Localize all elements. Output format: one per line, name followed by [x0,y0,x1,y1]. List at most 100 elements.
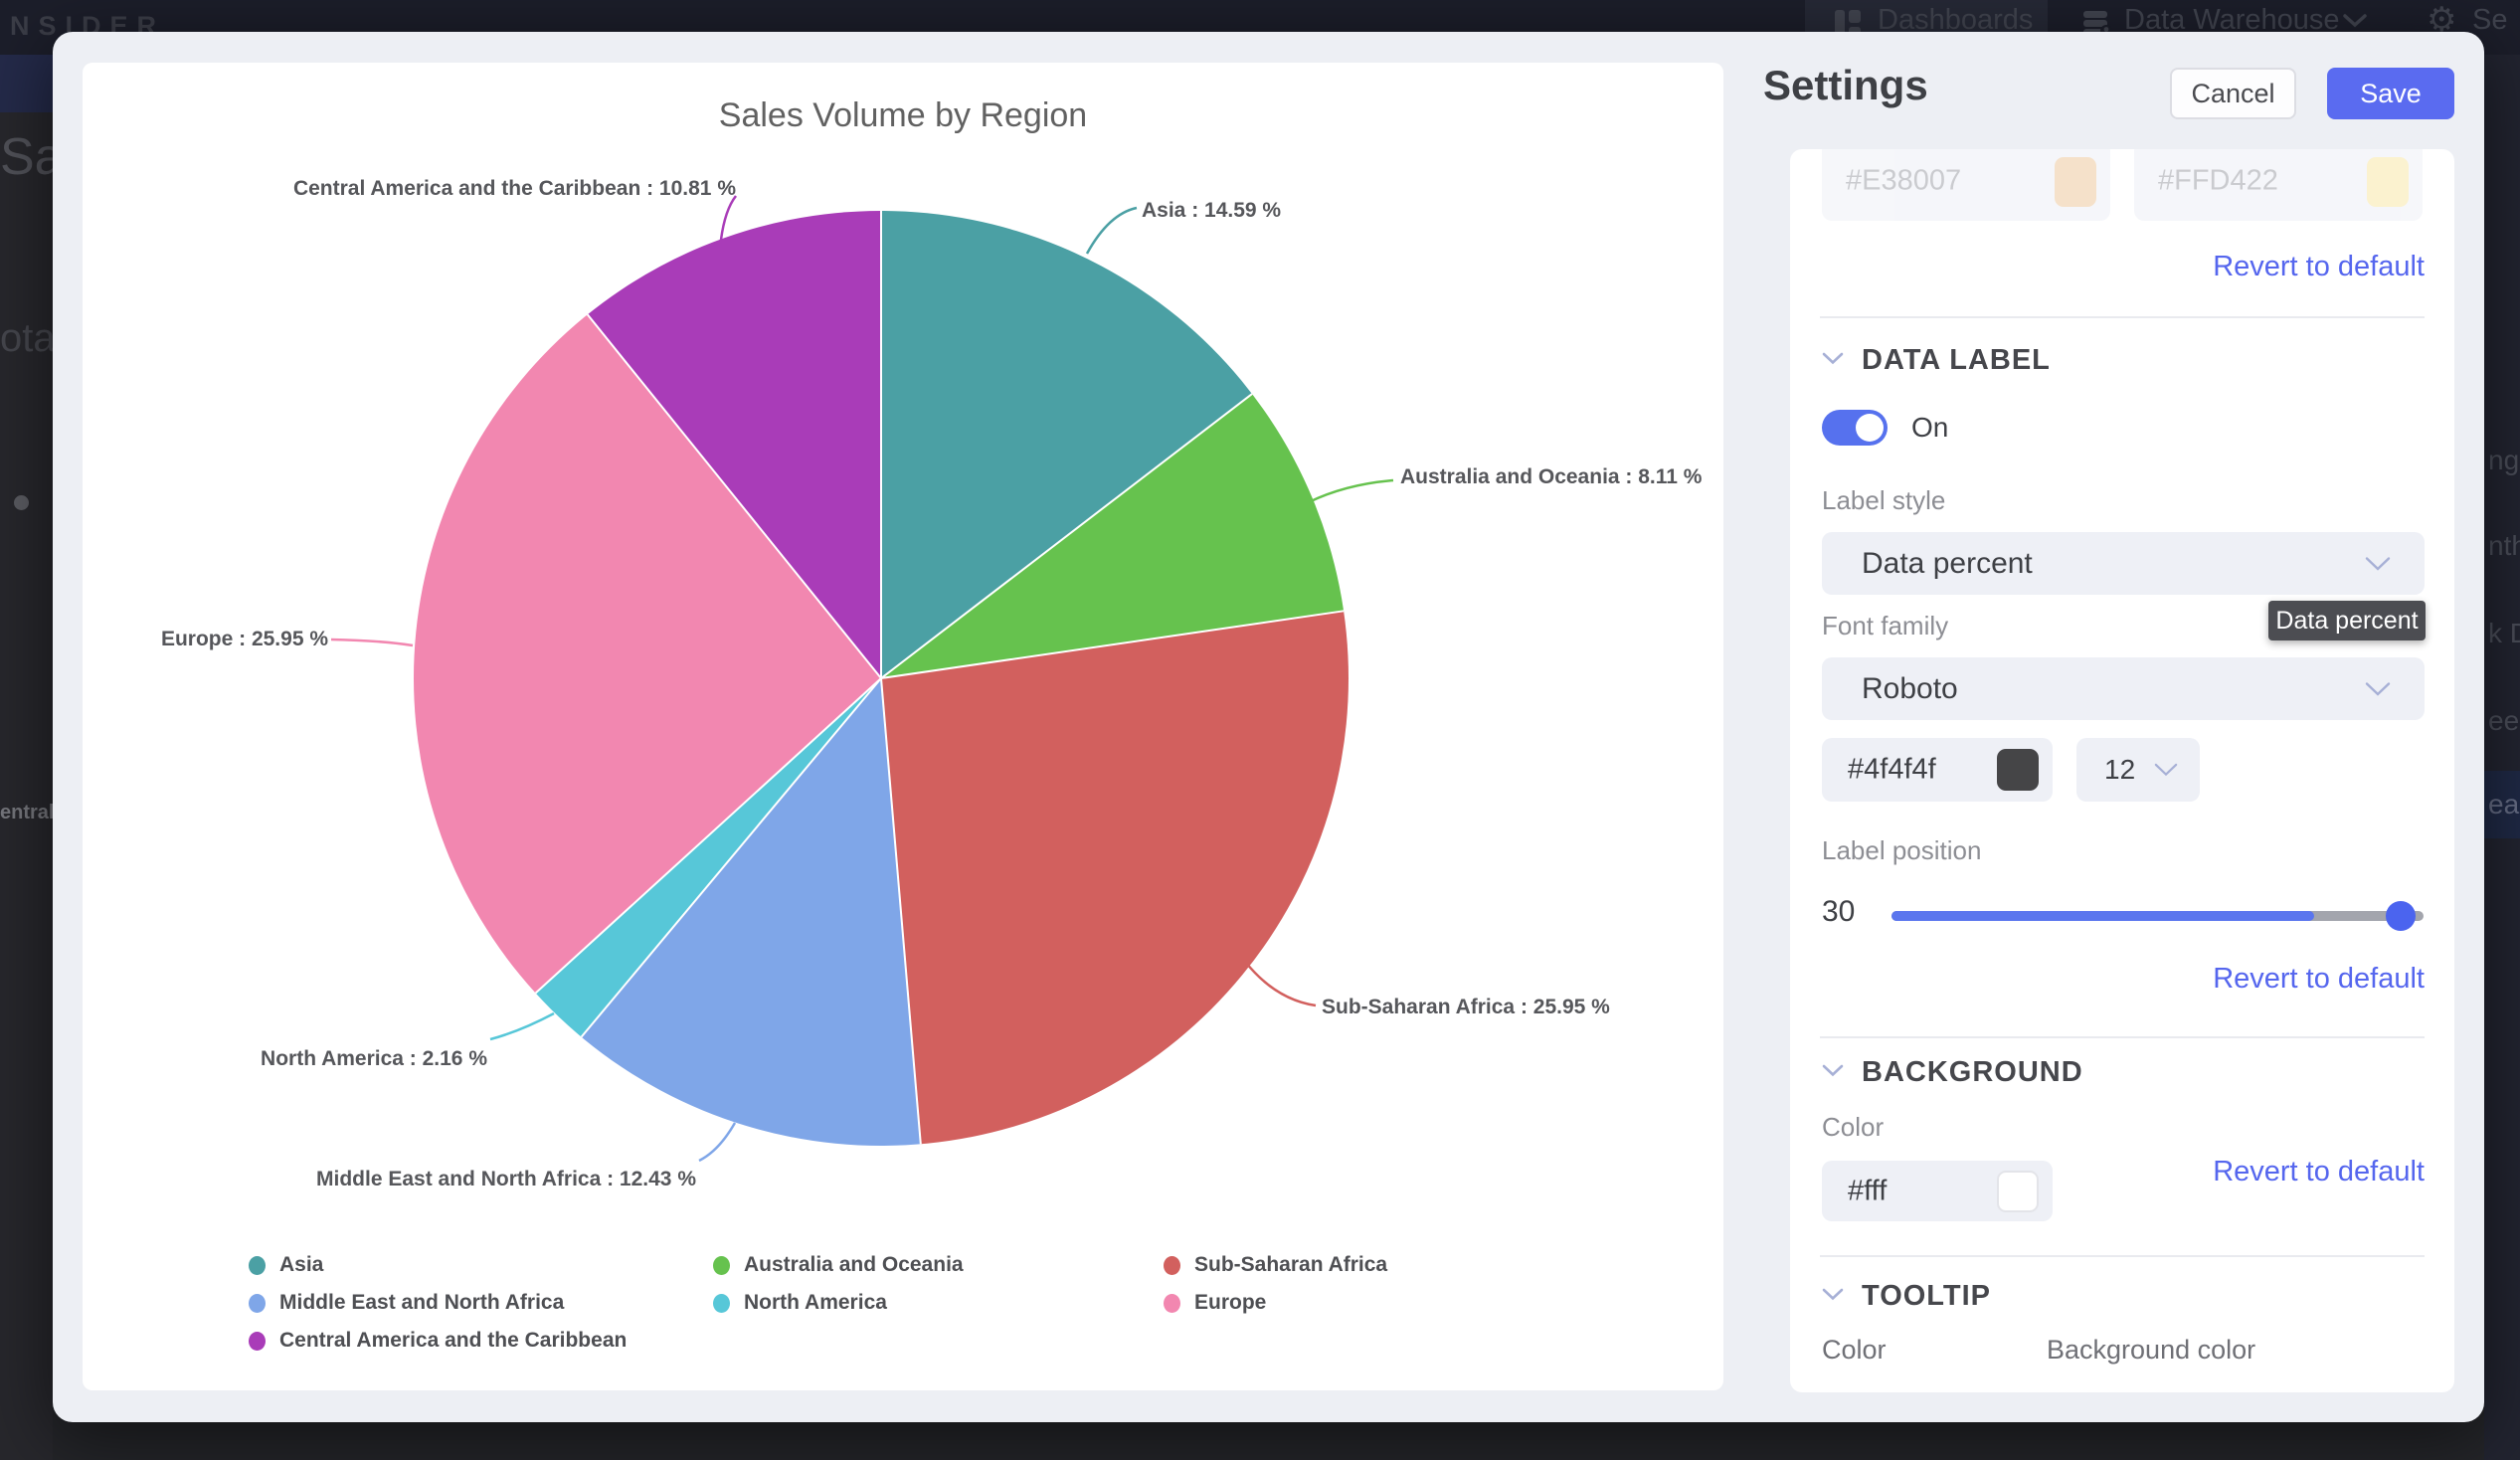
chart-title: Sales Volume by Region [718,96,1088,134]
color-swatch-1[interactable] [2055,157,2096,207]
font-color-swatch[interactable] [1997,749,2039,791]
underlay-subheading-fragment: ota [0,316,53,360]
legend-item[interactable]: Middle East and North Africa [249,1286,564,1320]
settings-panel-title: Settings [1763,62,1928,108]
legend-item[interactable]: North America [713,1286,887,1320]
nav-settings-label[interactable]: Se [2472,4,2508,36]
font-size-value: 12 [2104,754,2136,785]
chevron-down-icon [2154,763,2178,777]
color-value-2: #FFD422 [2158,164,2278,197]
legend-item[interactable]: Australia and Oceania [713,1248,964,1282]
legend-label: Europe [1194,1291,1267,1314]
underlay-right-strip: nge nth k D eek ear [2484,55,2520,1460]
underlay-navy-block [0,55,53,112]
nav-chevron-down-icon[interactable] [2343,14,2367,28]
save-button[interactable]: Save [2327,68,2454,119]
font-color-input[interactable]: #4f4f4f [1822,738,2053,802]
underlay-selected-item-highlight [2484,771,2520,838]
background-color-label: Color [1822,1112,1885,1142]
color-input-1[interactable]: #E38007 [1822,149,2110,221]
settings-card: #E38007 #FFD422 Revert to default DATA L… [1790,149,2454,1392]
font-color-value: #4f4f4f [1848,753,1936,786]
chevron-down-icon[interactable] [1822,1064,1844,1077]
pie-slice-label: Central America and the Caribbean : 10.8… [292,177,736,200]
label-style-dropdown[interactable]: Data percent [1822,532,2425,595]
underlay-left-strip: Sal ota entral [0,55,53,1460]
legend-item[interactable]: Europe [1164,1286,1266,1320]
label-position-label: Label position [1822,835,1982,865]
font-family-value: Roboto [1862,671,1958,705]
leader-line [489,1011,555,1041]
label-position-value: 30 [1822,895,1856,928]
underlay-label-fragment: entral [0,802,53,823]
label-style-value: Data percent [1862,546,2033,580]
chart-settings-modal: Sales Volume by Region Asia : 14.59 % Au… [53,32,2484,1422]
legend-label: North America [744,1291,887,1314]
legend-swatch [713,1255,730,1275]
pie[interactable] [414,211,1349,1146]
underlay-bullet-dot [14,495,29,510]
underlay-menu-fragment: eek [2488,705,2520,736]
label-position-slider[interactable] [1891,901,2424,931]
leader-line [330,638,414,647]
nav-dashboards-label[interactable]: Dashboards [1878,4,2034,36]
pie-slice-label: Middle East and North Africa : 12.43 % [316,1168,696,1190]
underlay-menu-fragment: nth [2488,530,2520,561]
chevron-down-icon[interactable] [1822,352,1844,365]
font-size-dropdown[interactable]: 12 [2076,738,2200,802]
revert-to-default-link[interactable]: Revert to default [2213,251,2425,282]
section-divider [1820,1255,2425,1257]
data-label-toggle[interactable] [1822,410,1888,446]
revert-to-default-link[interactable]: Revert to default [2213,1156,2425,1187]
chart-card: Sales Volume by Region Asia : 14.59 % Au… [83,63,1723,1390]
revert-to-default-link[interactable]: Revert to default [2213,963,2425,995]
leader-line [698,1122,737,1163]
legend-swatch [249,1331,266,1351]
legend-swatch [1164,1293,1180,1313]
background-color-swatch[interactable] [1997,1171,2039,1212]
legend-label: Sub-Saharan Africa [1194,1253,1388,1276]
toggle-state-label: On [1911,412,1949,443]
font-family-dropdown[interactable]: Roboto [1822,657,2425,720]
toggle-knob [1856,414,1884,442]
pie-slice-label: North America : 2.16 % [261,1047,487,1070]
chevron-down-icon [2365,556,2391,571]
color-swatch-2[interactable] [2367,157,2409,207]
color-input-2[interactable]: #FFD422 [2134,149,2423,221]
slider-thumb[interactable] [2386,901,2416,931]
background-section-title[interactable]: BACKGROUND [1862,1056,2083,1088]
background-color-input[interactable]: #fff [1822,1161,2053,1221]
legend-item[interactable]: Asia [249,1248,323,1282]
value-tooltip: Data percent [2268,601,2426,640]
cancel-button[interactable]: Cancel [2170,68,2296,119]
nav-data-warehouse-label[interactable]: Data Warehouse [2124,4,2340,36]
data-label-section-title[interactable]: DATA LABEL [1862,344,2051,376]
chevron-down-icon [2365,681,2391,696]
pie-slice-label: Asia : 14.59 % [1142,199,1282,222]
chevron-down-icon[interactable] [1822,1288,1844,1301]
font-family-label: Font family [1822,611,1949,640]
legend-item[interactable]: Central America and the Caribbean [249,1324,627,1358]
legend-item[interactable]: Sub-Saharan Africa [1164,1248,1387,1282]
underlay-menu-fragment: ear [2488,789,2520,820]
underlay-heading-fragment: Sal [0,128,53,186]
leader-line [1085,206,1138,255]
legend-swatch [713,1293,730,1313]
legend-label: Middle East and North Africa [279,1291,565,1314]
scrolled-color-row: #E38007 #FFD422 [1822,149,2423,221]
underlay-menu-fragment: k D [2488,618,2520,648]
legend-swatch [249,1293,266,1313]
pie-slice-label: Australia and Oceania : 8.11 % [1400,465,1703,488]
section-divider [1820,316,2425,318]
underlay-menu-fragment: nge [2488,445,2520,475]
tooltip-color-label: Color [1822,1335,1887,1365]
tooltip-section-title[interactable]: TOOLTIP [1862,1280,1991,1312]
legend-label: Australia and Oceania [744,1253,964,1276]
legend-swatch [249,1255,266,1275]
leader-line [1245,962,1317,1007]
legend-swatch [1164,1255,1180,1275]
legend-label: Asia [279,1253,324,1276]
slider-fill [1891,911,2314,921]
section-divider [1820,1036,2425,1038]
